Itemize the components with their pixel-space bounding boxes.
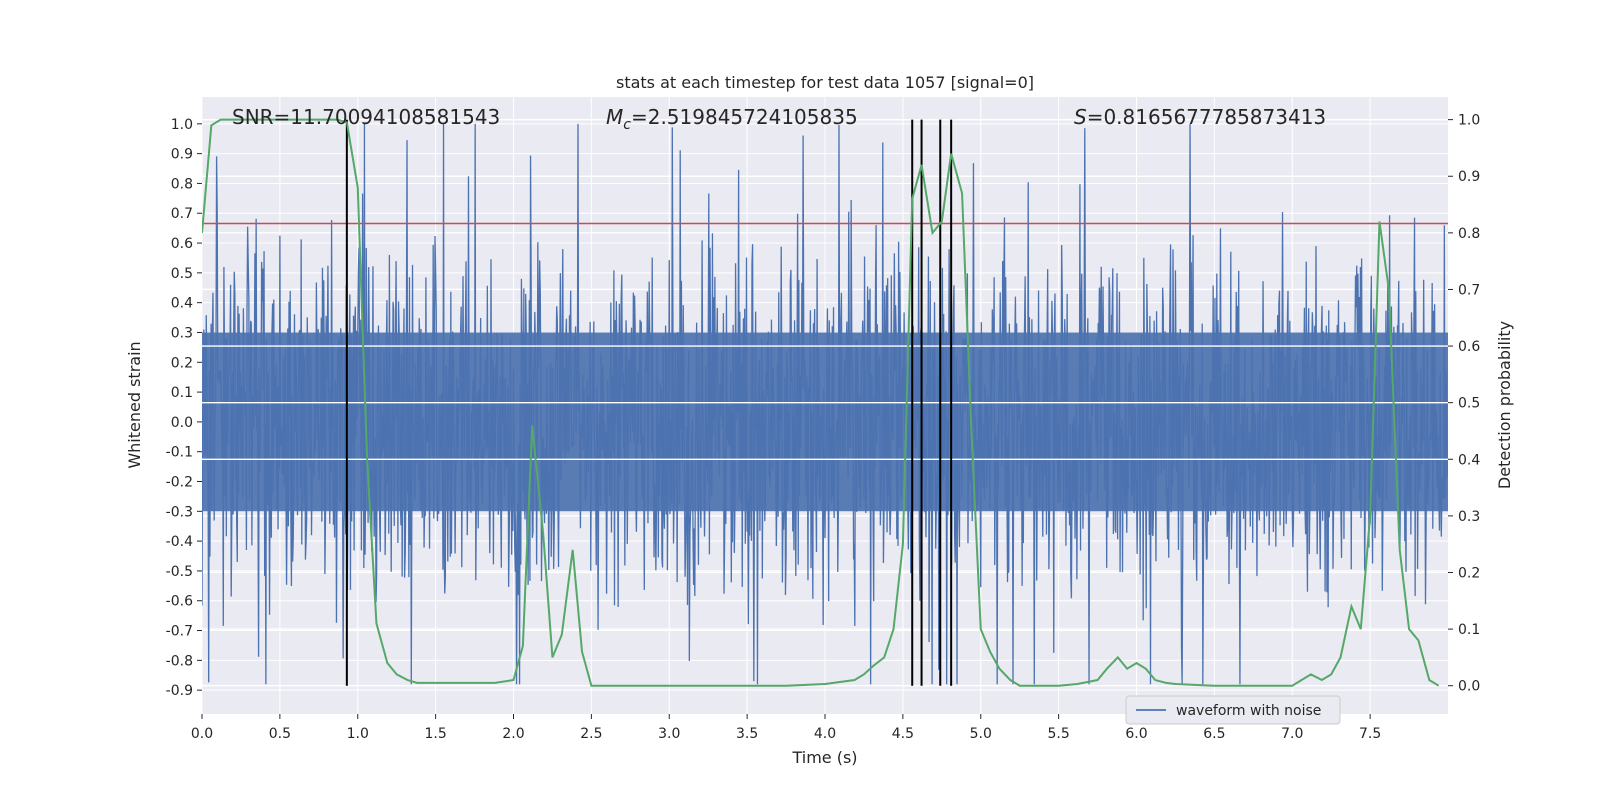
y-axis-label-left: Whitened strain	[125, 341, 144, 468]
x-tick-label: 3.0	[658, 726, 680, 742]
y-tick-label-left: -0.4	[166, 534, 193, 550]
y-axis-label-right: Detection probability	[1495, 321, 1514, 489]
y-tick-label-left: 0.0	[171, 415, 193, 431]
y-tick-label-left: -0.3	[166, 504, 193, 520]
y-tick-label-right: 0.5	[1458, 396, 1480, 412]
chart-title: stats at each timestep for test data 105…	[616, 73, 1034, 92]
y-tick-label-right: 0.2	[1458, 565, 1480, 581]
x-tick-label: 4.5	[892, 726, 914, 742]
x-tick-label: 6.5	[1203, 726, 1225, 742]
y-tick-label-left: 1.0	[171, 117, 193, 133]
mc-symbol: M	[606, 105, 623, 129]
waveform-core-band	[202, 332, 1448, 512]
y-tick-label-left: 0.6	[171, 236, 193, 252]
probability-line	[202, 118, 1440, 687]
y-tick-label-left: -0.9	[166, 683, 193, 699]
y-tick-label-right: 0.9	[1458, 169, 1480, 185]
y-tick-label-left: -0.8	[166, 653, 193, 669]
y-tick-label-right: 0.7	[1458, 282, 1480, 298]
ticks: 0.0 0.5 1.0 1.5 2.0 2.5 3.0 3.5 4.0 4.5 5.0 5.5 6.0 6…	[166, 113, 1481, 742]
snr-annotation: SNR=11.70094108581543	[232, 105, 500, 129]
x-axis-label: Time (s)	[791, 748, 857, 767]
mc-annotation: Mc=2.519845724105835	[606, 105, 858, 133]
y-tick-label-left: -0.1	[166, 445, 193, 461]
y-tick-label-left: 0.3	[171, 325, 193, 341]
s-value: =0.8165677785873413	[1087, 105, 1326, 129]
series-waveform	[202, 123, 1448, 685]
x-tick-label: 0.0	[191, 726, 213, 742]
event-lines	[345, 119, 953, 686]
series-probability	[202, 118, 1440, 687]
s-annotation: S=0.8165677785873413	[1074, 105, 1326, 129]
x-tick-label: 6.0	[1125, 726, 1147, 742]
x-tick-label: 2.0	[502, 726, 524, 742]
x-tick-label: 1.5	[424, 726, 446, 742]
y-tick-label-left: -0.5	[166, 564, 193, 580]
x-tick-label: 5.0	[970, 726, 992, 742]
y-tick-label-right: 0.3	[1458, 509, 1480, 525]
y-tick-label-right: 0.0	[1458, 679, 1480, 695]
y-tick-label-left: 0.9	[171, 147, 193, 163]
y-tick-label-right: 0.8	[1458, 226, 1480, 242]
y-tick-label-right: 0.6	[1458, 339, 1480, 355]
y-tick-label-left: -0.7	[166, 624, 193, 640]
x-tick-label: 2.5	[580, 726, 602, 742]
y-tick-label-left: -0.6	[166, 594, 193, 610]
y-tick-label-left: 0.5	[171, 266, 193, 282]
legend-entry: waveform with noise	[1176, 703, 1321, 719]
mc-value: =2.519845724105835	[631, 105, 858, 129]
y-tick-label-left: 0.7	[171, 206, 193, 222]
s-symbol: S	[1074, 105, 1087, 129]
y-tick-label-right: 1.0	[1458, 113, 1480, 129]
y-tick-label-left: 0.1	[171, 385, 193, 401]
y-tick-label-left: 0.4	[171, 296, 193, 312]
legend: waveform with noise	[1125, 695, 1341, 725]
x-tick-label: 7.0	[1281, 726, 1303, 742]
y-tick-label-left: 0.2	[171, 355, 193, 371]
x-tick-label: 7.5	[1359, 726, 1381, 742]
x-tick-label: 0.5	[269, 726, 291, 742]
y-tick-label-left: 0.8	[171, 176, 193, 192]
y-tick-label-right: 0.1	[1458, 622, 1480, 638]
y-tick-label-right: 0.4	[1458, 452, 1480, 468]
x-tick-label: 5.5	[1047, 726, 1069, 742]
x-tick-label: 3.5	[736, 726, 758, 742]
legend-box	[1125, 695, 1341, 725]
x-tick-label: 1.0	[347, 726, 369, 742]
mc-subscript: c	[623, 117, 631, 133]
x-tick-label: 4.0	[814, 726, 836, 742]
y-tick-label-left: -0.2	[166, 475, 193, 491]
